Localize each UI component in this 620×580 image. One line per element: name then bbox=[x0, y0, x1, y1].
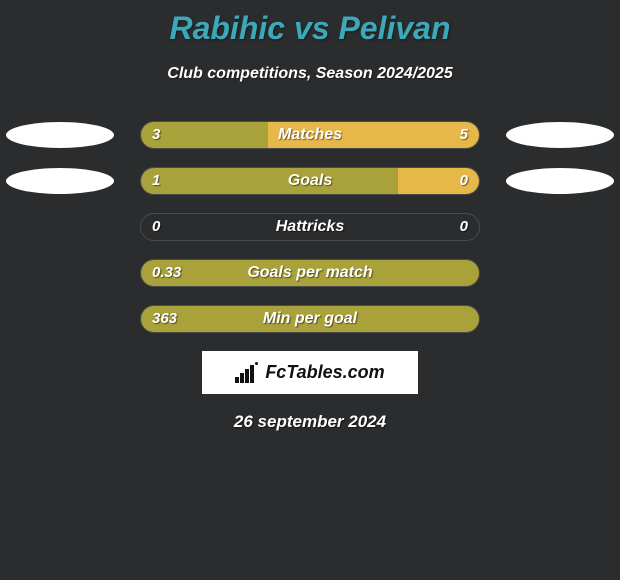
stat-label: Goals per match bbox=[140, 259, 480, 287]
stat-value-left: 0.33 bbox=[152, 259, 181, 287]
player1-marker-icon bbox=[6, 122, 114, 148]
date-label: 26 september 2024 bbox=[0, 412, 620, 432]
player2-marker-icon bbox=[506, 122, 614, 148]
player1-marker-icon bbox=[6, 168, 114, 194]
stat-label: Hattricks bbox=[140, 213, 480, 241]
stat-value-right: 5 bbox=[460, 121, 468, 149]
stat-row: 363Min per goal bbox=[0, 305, 620, 333]
stat-label: Goals bbox=[140, 167, 480, 195]
stats-container: 35Matches10Goals00Hattricks0.33Goals per… bbox=[0, 121, 620, 333]
stat-row: 0 0Hattricks bbox=[0, 213, 620, 241]
stat-row: 0.33Goals per match bbox=[0, 259, 620, 287]
brand-badge: FcTables.com bbox=[202, 351, 418, 394]
brand-bars-icon bbox=[235, 363, 261, 383]
player1-name: Rabihic bbox=[169, 10, 285, 46]
player2-marker-icon bbox=[506, 168, 614, 194]
page-title: Rabihic vs Pelivan bbox=[0, 0, 620, 47]
stat-label: Matches bbox=[140, 121, 480, 149]
stat-value-left: 363 bbox=[152, 305, 177, 333]
stat-value-right: 0 bbox=[460, 167, 468, 195]
brand-text: FcTables.com bbox=[265, 362, 384, 383]
stat-value-left: 1 bbox=[152, 167, 160, 195]
subtitle: Club competitions, Season 2024/2025 bbox=[0, 65, 620, 83]
stat-value-left: 0 bbox=[152, 213, 160, 241]
stat-value-right: 0 bbox=[460, 213, 468, 241]
player2-name: Pelivan bbox=[338, 10, 450, 46]
stat-row: 3 5Matches bbox=[0, 121, 620, 149]
stat-row: 1 0Goals bbox=[0, 167, 620, 195]
vs-label: vs bbox=[294, 10, 330, 46]
stat-label: Min per goal bbox=[140, 305, 480, 333]
stat-value-left: 3 bbox=[152, 121, 160, 149]
comparison-infographic: Rabihic vs Pelivan Club competitions, Se… bbox=[0, 0, 620, 580]
